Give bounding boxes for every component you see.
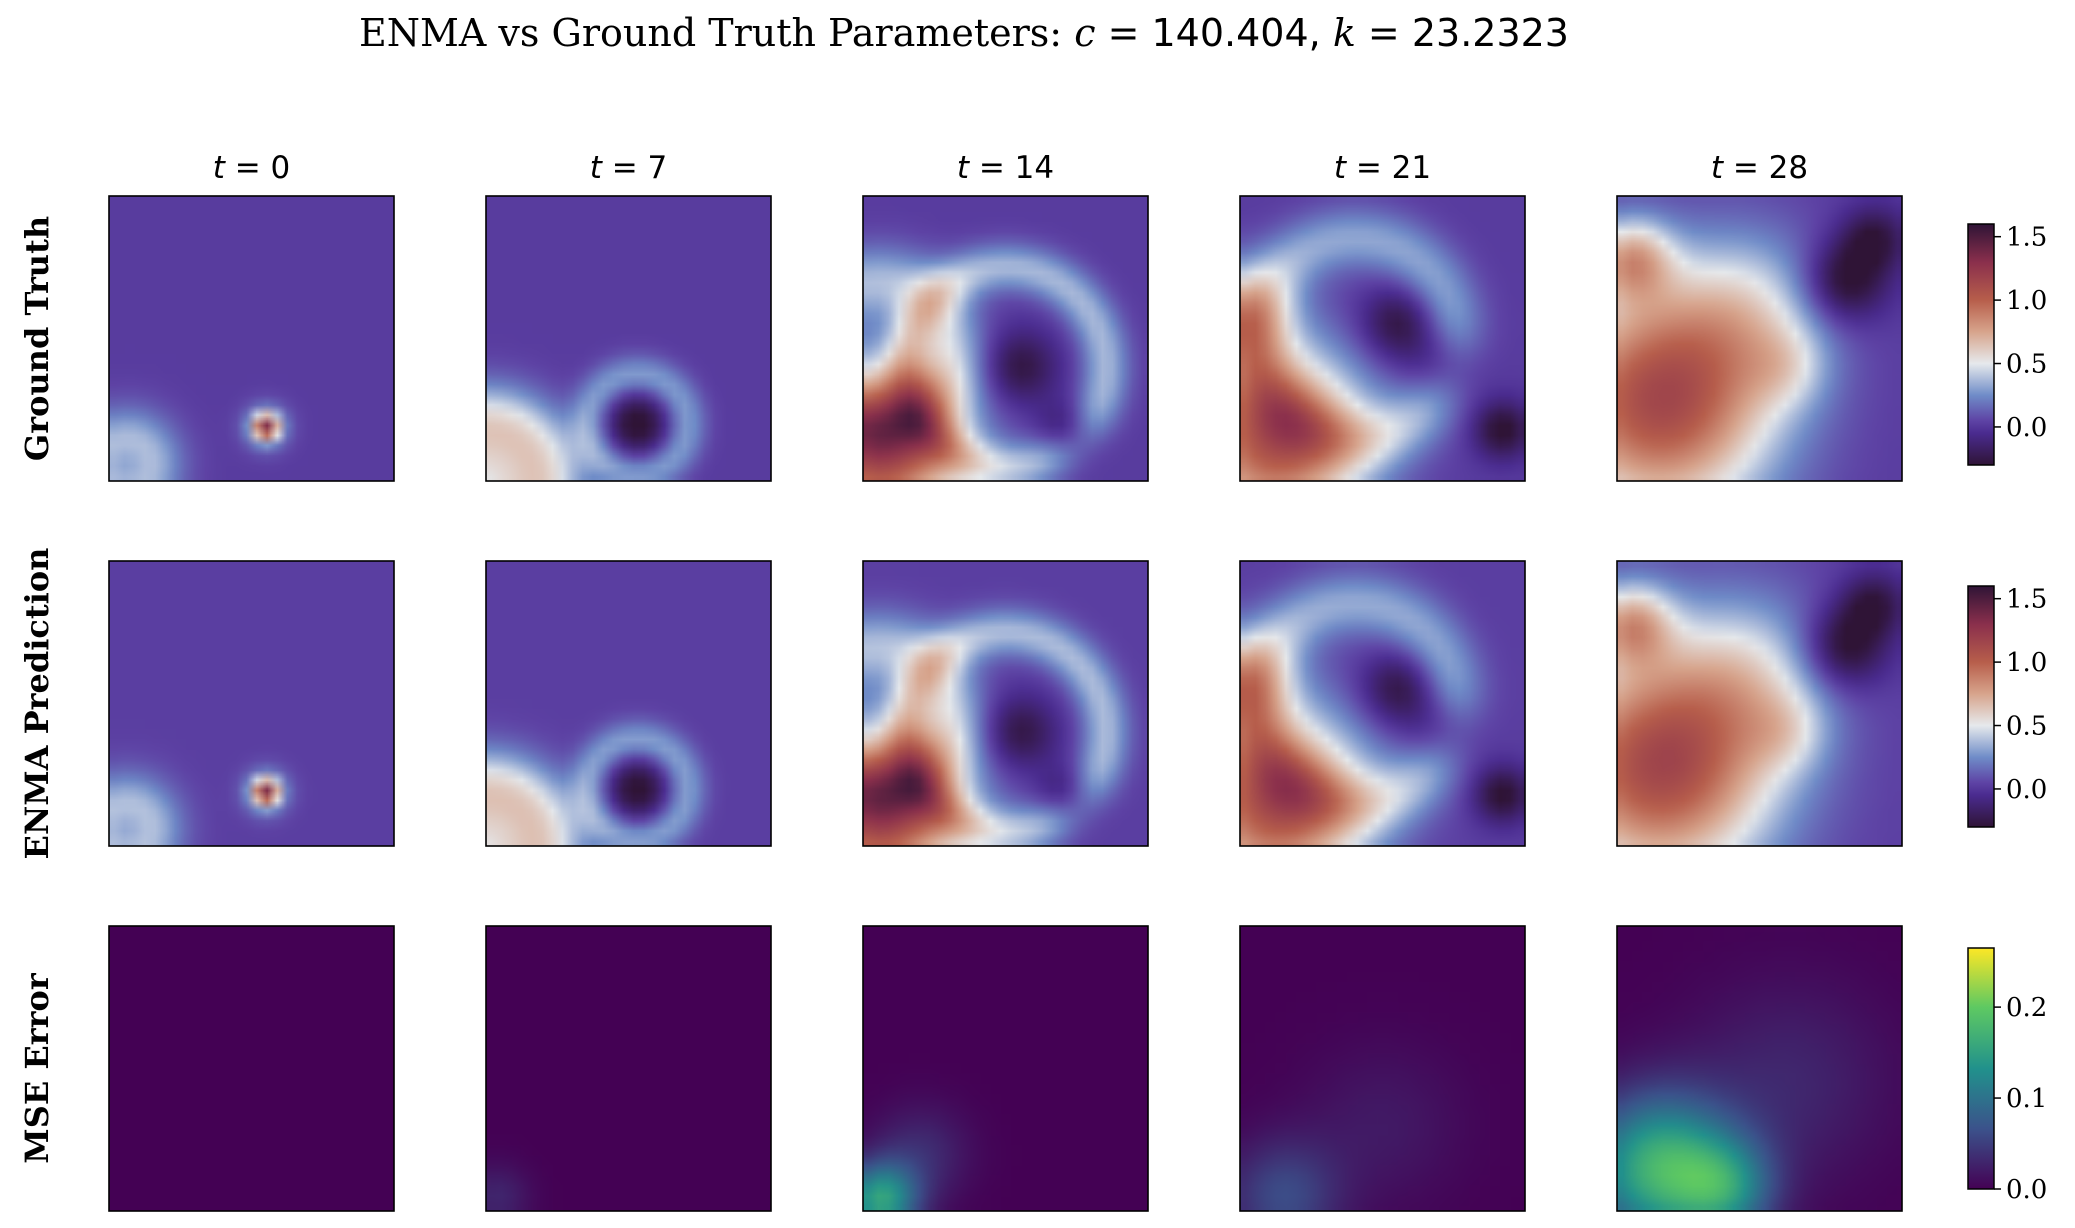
- column-title-var: t: [213, 150, 227, 186]
- figure-title-prefix: ENMA vs Ground Truth Parameters:: [359, 11, 1074, 55]
- panel-frame: [1239, 560, 1526, 847]
- heatmap-ground-truth-t28: [1617, 196, 1902, 481]
- heatmap-ground-truth-t14: [863, 196, 1148, 481]
- panel-frame: [485, 925, 772, 1212]
- heatmap-mse-t7: [486, 926, 771, 1211]
- colorbar-tick-label: 1.5: [2006, 585, 2047, 615]
- colorbar-0: [1967, 223, 1995, 466]
- panel-frame: [1616, 195, 1903, 482]
- panel-frame: [108, 560, 395, 847]
- heatmap-ground-truth-t0: [109, 196, 394, 481]
- column-title-t28: t = 28: [1711, 150, 1808, 186]
- row-label-0: Ground Truth: [18, 216, 56, 461]
- column-title-t14: t = 14: [957, 150, 1054, 186]
- colorbars: 1.5 1.0 0.5 0.0 1.5 1.0 0.5 0.0 0.2 0.1 0.0: [1967, 223, 2047, 1205]
- panel-frame: [862, 195, 1149, 482]
- column-title-value: = 28: [1723, 150, 1808, 186]
- colorbar-tick-label: 1.0: [2006, 648, 2047, 678]
- heatmap-prediction-t28: [1617, 561, 1902, 846]
- panel-frame: [1616, 560, 1903, 847]
- colorbar-tick-label: 0.1: [2006, 1084, 2047, 1114]
- figure-title: ENMA vs Ground Truth Parameters: c = 140…: [359, 11, 1569, 55]
- heatmap-panels: [108, 195, 1903, 1212]
- column-title-t7: t = 7: [590, 150, 668, 186]
- figure-title-k-value: 23.2323: [1412, 11, 1569, 55]
- heatmap-mse-t14: [863, 926, 1148, 1211]
- row-labels: Ground Truth ENMA Prediction MSE Error: [18, 216, 56, 1164]
- column-title-var: t: [1334, 150, 1348, 186]
- column-title-value: = 21: [1346, 150, 1431, 186]
- colorbar-tick-label: 1.0: [2006, 286, 2047, 316]
- figure-title-k-label: k: [1333, 11, 1356, 55]
- colorbar-tick-label: 0.5: [2006, 712, 2047, 742]
- heatmap-ground-truth-t21: [1240, 196, 1525, 481]
- colorbar-1: [1967, 585, 1995, 828]
- column-title-var: t: [590, 150, 604, 186]
- panel-frame: [1616, 925, 1903, 1212]
- panel-frame: [1239, 925, 1526, 1212]
- heatmap-mse-t0: [109, 926, 394, 1211]
- column-title-var: t: [957, 150, 971, 186]
- figure-title-equals-2: =: [1356, 11, 1412, 55]
- panel-frame: [485, 560, 772, 847]
- row-label-2: MSE Error: [18, 972, 56, 1164]
- figure-title-c-value: 140.404: [1152, 11, 1309, 55]
- row-label-1: ENMA Prediction: [18, 548, 56, 860]
- panel-frame: [862, 925, 1149, 1212]
- panel-frame: [862, 560, 1149, 847]
- heatmap-prediction-t0: [109, 561, 394, 846]
- column-title-t21: t = 21: [1334, 150, 1431, 186]
- colorbar-tick-label: 0.2: [2006, 993, 2047, 1023]
- colorbar-tick-label: 0.0: [2006, 413, 2047, 443]
- panel-frame: [485, 195, 772, 482]
- heatmap-ground-truth-t7: [486, 196, 771, 481]
- column-title-value: = 7: [602, 150, 667, 186]
- colorbar-2: [1967, 947, 1995, 1190]
- figure-title-equals-1: =: [1096, 11, 1152, 55]
- panel-frame: [108, 925, 395, 1212]
- heatmap-mse-t28: [1617, 926, 1902, 1211]
- column-title-value: = 14: [969, 150, 1054, 186]
- colorbar-tick-label: 0.0: [2006, 775, 2047, 805]
- figure-title-separator: ,: [1309, 11, 1333, 55]
- colorbar-tick-label: 1.5: [2006, 223, 2047, 253]
- column-title-t0: t = 0: [213, 150, 291, 186]
- heatmap-prediction-t7: [486, 561, 771, 846]
- panel-frame: [108, 195, 395, 482]
- panel-frame: [1239, 195, 1526, 482]
- colorbar-tick-label: 0.5: [2006, 350, 2047, 380]
- heatmap-prediction-t21: [1240, 561, 1525, 846]
- figure-title-c-label: c: [1074, 11, 1095, 55]
- column-title-value: = 0: [225, 150, 290, 186]
- column-title-var: t: [1711, 150, 1725, 186]
- heatmap-prediction-t14: [863, 561, 1148, 846]
- heatmap-mse-t21: [1240, 926, 1525, 1211]
- colorbar-tick-label: 0.0: [2006, 1175, 2047, 1205]
